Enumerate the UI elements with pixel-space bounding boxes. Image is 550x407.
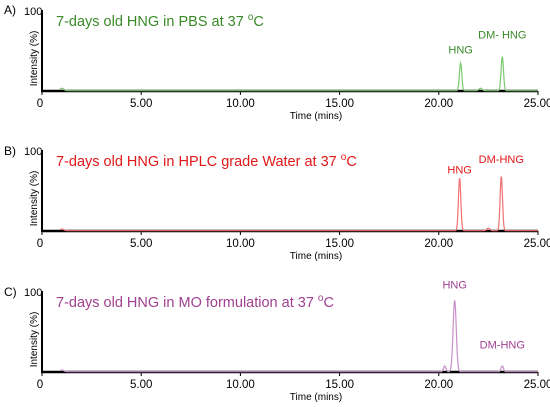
panel-c-xtick-label-5: 25.00 [524, 379, 550, 391]
panel-a-xtick-label-3: 15.00 [325, 98, 354, 110]
panel-a-xtick-label-1: 5.00 [130, 98, 152, 110]
panel-a-xtick-label-5: 25.00 [524, 98, 550, 110]
panel-c-xtick-label-4: 20.00 [424, 379, 453, 391]
panel-b-xtick-label-0: 0 [37, 238, 43, 250]
panel-b-xtick-label-1: 5.00 [130, 238, 152, 250]
panel-c-peak-label-1: DM-HNG [480, 340, 525, 352]
panel-c-trace [59, 300, 538, 373]
panel-c-xtick-label-2: 10.00 [226, 379, 255, 391]
panel-b-ytick-top: 100 [24, 146, 42, 158]
panel-a-peak-label-0: HNG [448, 45, 472, 57]
panel-b-xtick-label-3: 15.00 [325, 238, 354, 250]
panel-b-ylabel: Intensity (%) [29, 171, 40, 227]
panel-b-peak-label-0: HNG [447, 164, 471, 176]
panel-a-title: 7-days old HNG in PBS at 37 oC [56, 12, 264, 30]
panel-a-xlabel: Time (mins) [290, 111, 342, 122]
panel-b-xtick-label-2: 10.00 [226, 238, 255, 250]
panel-a-xtick-label-4: 20.00 [424, 98, 453, 110]
panel-a-peak-label-1: DM- HNG [478, 29, 526, 41]
panel-c-xtick-label-0: 0 [37, 379, 43, 391]
panel-a-ytick-top: 100 [24, 6, 42, 18]
panel-c-ytick-top: 100 [24, 287, 42, 299]
panel-c-label: C) [4, 285, 17, 299]
panel-c-xtick-label-3: 15.00 [325, 379, 354, 391]
panel-b-xtick-label-4: 20.00 [424, 238, 453, 250]
panel-b-xlabel: Time (mins) [290, 251, 342, 262]
panel-c-xtick-label-1: 5.00 [130, 379, 152, 391]
panel-a-ylabel: Intensity (%) [29, 31, 40, 87]
panel-a-trace [59, 56, 538, 92]
panel-c-peak-label-0: HNG [442, 280, 466, 292]
panel-c-xlabel: Time (mins) [290, 392, 342, 403]
panel-b-xtick-label-5: 25.00 [524, 238, 550, 250]
panel-b-title: 7-days old HNG in HPLC grade Water at 37… [56, 152, 357, 170]
panel-c-title: 7-days old HNG in MO formulation at 37 o… [56, 293, 334, 311]
panel-a-xtick-label-2: 10.00 [226, 98, 255, 110]
panel-a-xtick-label-0: 0 [37, 98, 43, 110]
panel-b-label: B) [4, 144, 16, 158]
panel-b-trace [59, 176, 538, 232]
panel-c-ylabel: Intensity (%) [29, 312, 40, 368]
panel-b-peak-label-1: DM-HNG [479, 154, 524, 166]
panel-a-label: A) [4, 3, 16, 17]
